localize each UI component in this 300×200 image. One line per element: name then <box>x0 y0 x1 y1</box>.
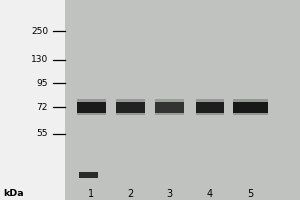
Text: 5: 5 <box>248 189 254 199</box>
Bar <box>155 99 184 102</box>
Bar <box>77 102 106 112</box>
Text: 72: 72 <box>37 102 48 112</box>
Bar <box>155 112 184 115</box>
Text: 130: 130 <box>31 55 48 64</box>
Text: 4: 4 <box>207 189 213 199</box>
Bar <box>233 102 268 112</box>
Text: 55: 55 <box>37 130 48 139</box>
Bar <box>116 102 145 112</box>
Bar <box>0 0 64 200</box>
Bar <box>77 99 106 102</box>
Text: 2: 2 <box>128 189 134 199</box>
Bar <box>196 112 224 115</box>
Bar <box>116 112 145 115</box>
Text: 250: 250 <box>31 26 48 36</box>
Bar <box>79 172 98 178</box>
Bar <box>116 99 145 102</box>
Bar <box>233 112 268 115</box>
Text: 3: 3 <box>167 189 172 199</box>
Bar <box>77 112 106 115</box>
Bar <box>196 99 224 102</box>
Text: 1: 1 <box>88 189 94 199</box>
Bar <box>196 102 224 112</box>
Bar <box>155 102 184 112</box>
Text: kDa: kDa <box>3 189 24 198</box>
Text: 95: 95 <box>37 78 48 88</box>
Bar <box>233 99 268 102</box>
